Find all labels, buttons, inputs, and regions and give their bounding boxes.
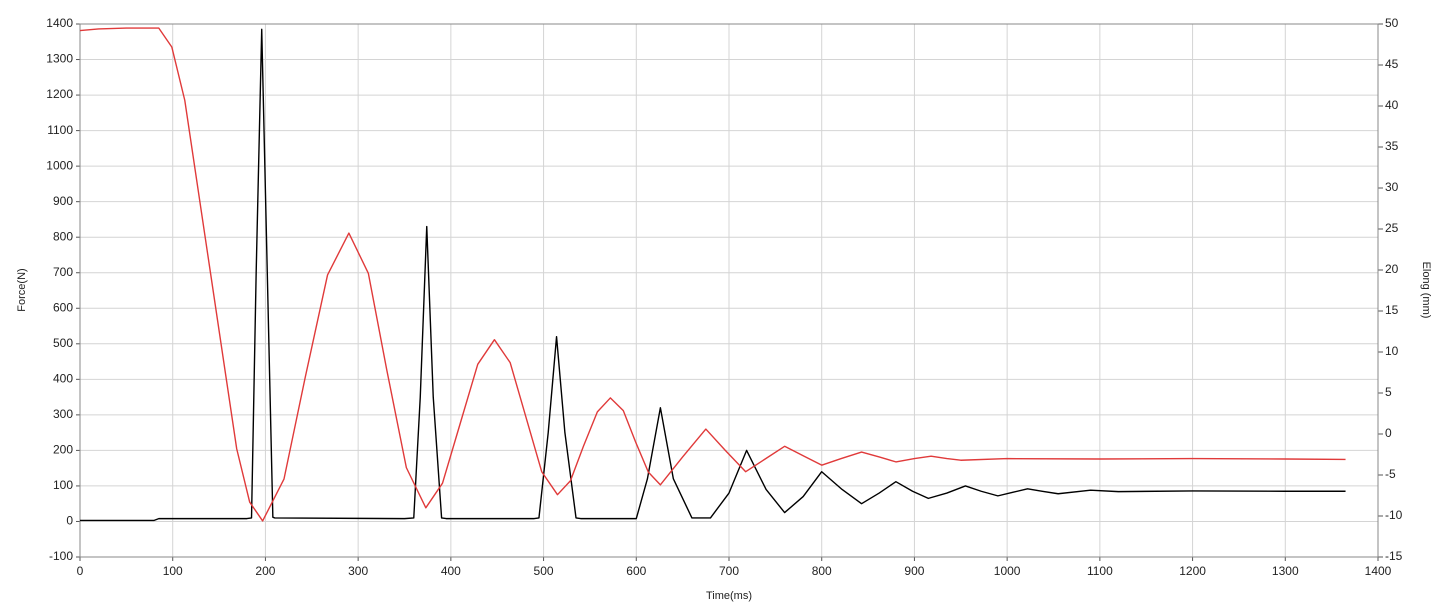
y2-tick-label: -5	[1385, 467, 1396, 481]
y2-tick-label: 10	[1385, 344, 1399, 358]
y-tick-label: 1100	[47, 123, 73, 137]
x-tick-label: 1000	[994, 564, 1021, 578]
x-tick-label: 800	[812, 564, 832, 578]
series-line	[80, 28, 1346, 522]
x-tick-label: 200	[255, 564, 275, 578]
y-tick-label: 1300	[46, 52, 73, 66]
x-tick-label: 400	[441, 564, 461, 578]
y-tick-label: 500	[53, 336, 73, 350]
x-tick-label: 600	[626, 564, 646, 578]
y2-tick-label: -15	[1385, 549, 1403, 563]
y-tick-label: 400	[53, 372, 73, 386]
y-tick-label: 0	[66, 514, 73, 528]
y-tick-label: 900	[53, 194, 73, 208]
y-tick-label: 1200	[46, 87, 73, 101]
y-tick-label: 300	[53, 407, 73, 421]
series-line	[79, 27, 1346, 522]
y2-tick-label: 15	[1385, 303, 1399, 317]
x-axis-label: Time(ms)	[706, 590, 752, 602]
y-tick-label: 1400	[46, 16, 73, 30]
y2-tick-label: 25	[1385, 221, 1399, 235]
x-tick-label: 1300	[1272, 564, 1299, 578]
y-tick-label: 700	[53, 265, 73, 279]
y2-tick-label: 45	[1385, 57, 1399, 71]
y2-axis-label: Elong (mm)	[1420, 262, 1432, 319]
y2-tick-label: 20	[1385, 262, 1399, 276]
y-tick-label: 200	[53, 443, 73, 457]
y2-tick-label: 35	[1385, 139, 1399, 153]
x-tick-label: 900	[904, 564, 924, 578]
x-tick-label: 0	[77, 564, 84, 578]
y2-tick-label: 50	[1385, 16, 1399, 30]
y2-tick-label: 5	[1385, 385, 1392, 399]
x-tick-label: 500	[534, 564, 554, 578]
y-tick-label: 800	[53, 229, 73, 243]
y-tick-label: 100	[53, 478, 73, 492]
y-tick-label: 1000	[46, 158, 73, 172]
y2-tick-label: 0	[1385, 426, 1392, 440]
x-tick-label: 300	[348, 564, 368, 578]
x-tick-label: 1200	[1179, 564, 1206, 578]
y2-tick-label: -10	[1385, 508, 1403, 522]
plot-frame	[79, 23, 1379, 558]
y2-tick-label: 30	[1385, 180, 1399, 194]
y-axis-label: Force(N)	[16, 268, 28, 311]
x-tick-label: 100	[163, 564, 183, 578]
y2-tick-label: 40	[1385, 98, 1399, 112]
y-tick-label: 600	[53, 300, 73, 314]
y-tick-label: -100	[49, 549, 73, 563]
x-tick-label: 1100	[1087, 564, 1113, 578]
x-tick-label: 700	[719, 564, 739, 578]
x-tick-label: 1400	[1365, 564, 1392, 578]
